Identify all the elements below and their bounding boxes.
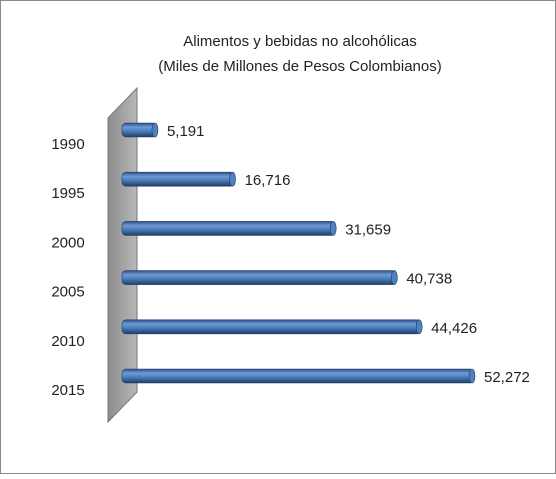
chart-title: Alimentos y bebidas no alcohólicas <box>183 33 416 50</box>
data-label: 44,426 <box>431 320 477 337</box>
y-tick-label: 2005 <box>51 284 84 301</box>
bar <box>121 221 336 236</box>
bar <box>121 368 475 384</box>
chart-subtitle: (Miles de Millones de Pesos Colombianos) <box>158 58 441 75</box>
bar <box>121 270 397 285</box>
bar-cap <box>468 368 476 384</box>
bar <box>121 319 422 335</box>
y-tick-label: 2015 <box>51 382 84 399</box>
data-label: 16,716 <box>245 172 291 189</box>
bar <box>121 171 235 187</box>
bar-cap <box>415 319 423 335</box>
chart-wall <box>107 86 138 424</box>
data-label: 31,659 <box>345 221 391 238</box>
bar-cap <box>151 122 159 138</box>
y-tick-label: 1990 <box>51 136 84 153</box>
data-label: 52,272 <box>484 369 530 386</box>
bar-cap <box>391 270 398 285</box>
data-label: 5,191 <box>167 123 205 140</box>
y-tick-label: 1995 <box>51 185 84 202</box>
data-label: 40,738 <box>406 271 452 288</box>
bar-cap <box>229 171 236 187</box>
y-tick-label: 2010 <box>51 333 84 350</box>
y-tick-label: 2000 <box>51 234 84 251</box>
bar-cap <box>329 221 337 236</box>
